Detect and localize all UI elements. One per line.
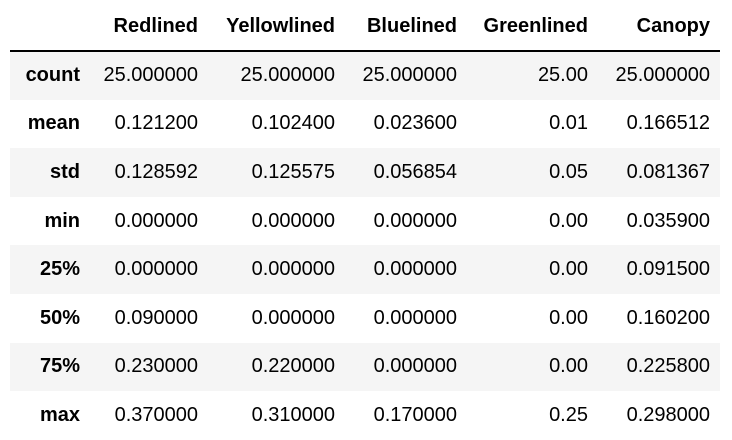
table-cell: 0.000000: [373, 355, 457, 378]
table-row-max: max 0.370000 0.310000 0.170000 0.25 0.29…: [10, 391, 720, 440]
table-cell: 0.081367: [626, 160, 710, 183]
column-header-canopy: Canopy: [598, 2, 720, 52]
table-cell: 0.310000: [251, 403, 335, 426]
table-row-mean: mean 0.121200 0.102400 0.023600 0.01 0.1…: [10, 100, 720, 149]
table-cell: 0.128592: [114, 160, 198, 183]
table-cell: 0.000000: [114, 209, 198, 232]
table-cell: 0.000000: [251, 258, 335, 281]
table-header: Redlined Yellowlined Bluelined Greenline…: [10, 2, 720, 52]
table-row-50pct: 50% 0.090000 0.000000 0.000000 0.00 0.16…: [10, 294, 720, 343]
row-label: 25%: [39, 258, 80, 281]
table-cell: 0.225800: [626, 355, 710, 378]
row-label: max: [39, 403, 80, 426]
table-row-std: std 0.128592 0.125575 0.056854 0.05 0.08…: [10, 148, 720, 197]
table-cell: 0.000000: [373, 258, 457, 281]
table-cell: 25.000000: [362, 64, 457, 87]
table-cell: 0.01: [549, 112, 588, 135]
row-label: mean: [27, 112, 80, 135]
table-cell: 0.000000: [251, 209, 335, 232]
table-cell: 25.00: [537, 64, 588, 87]
column-header-redlined: Redlined: [90, 2, 208, 52]
table-cell: 0.023600: [373, 112, 457, 135]
table-cell: 0.220000: [251, 355, 335, 378]
table-row-count: count 25.000000 25.000000 25.000000 25.0…: [10, 51, 720, 100]
table-cell: 0.000000: [373, 306, 457, 329]
table-cell: 25.000000: [240, 64, 335, 87]
table-cell: 0.000000: [114, 258, 198, 281]
table-cell: 25.000000: [615, 64, 710, 87]
table-cell: 0.035900: [626, 209, 710, 232]
row-label: 75%: [39, 355, 80, 378]
table-cell: 0.125575: [251, 160, 335, 183]
table-cell: 0.00: [549, 355, 588, 378]
index-header: [10, 2, 90, 52]
table-cell: 0.102400: [251, 112, 335, 135]
table-cell: 0.056854: [373, 160, 457, 183]
row-label: min: [44, 209, 80, 232]
row-label: 50%: [39, 306, 80, 329]
table-cell: 0.090000: [114, 306, 198, 329]
table-cell: 0.230000: [114, 355, 198, 378]
row-label: count: [25, 64, 80, 87]
column-header-bluelined: Bluelined: [345, 2, 467, 52]
header-row: Redlined Yellowlined Bluelined Greenline…: [10, 2, 720, 52]
row-label: std: [50, 160, 80, 183]
table-row-min: min 0.000000 0.000000 0.000000 0.00 0.03…: [10, 197, 720, 246]
table-cell: 25.000000: [103, 64, 198, 87]
table-cell: 0.298000: [626, 403, 710, 426]
table-cell: 0.00: [549, 306, 588, 329]
describe-table: Redlined Yellowlined Bluelined Greenline…: [10, 2, 720, 440]
column-header-greenlined: Greenlined: [467, 2, 598, 52]
table-cell: 0.370000: [114, 403, 198, 426]
table-cell: 0.091500: [626, 258, 710, 281]
table-cell: 0.000000: [373, 209, 457, 232]
table-cell: 0.05: [549, 160, 588, 183]
table-cell: 0.121200: [114, 112, 198, 135]
table-body: count 25.000000 25.000000 25.000000 25.0…: [10, 51, 720, 440]
table-cell: 0.166512: [626, 112, 710, 135]
table-cell: 0.00: [549, 258, 588, 281]
table-row-75pct: 75% 0.230000 0.220000 0.000000 0.00 0.22…: [10, 342, 720, 392]
table-cell: 0.170000: [373, 403, 457, 426]
table-row-25pct: 25% 0.000000 0.000000 0.000000 0.00 0.09…: [10, 245, 720, 294]
table-cell: 0.25: [549, 403, 588, 426]
table-cell: 0.160200: [626, 306, 710, 329]
column-header-yellowlined: Yellowlined: [208, 2, 345, 52]
table-cell: 0.00: [549, 209, 588, 232]
table-cell: 0.000000: [251, 306, 335, 329]
